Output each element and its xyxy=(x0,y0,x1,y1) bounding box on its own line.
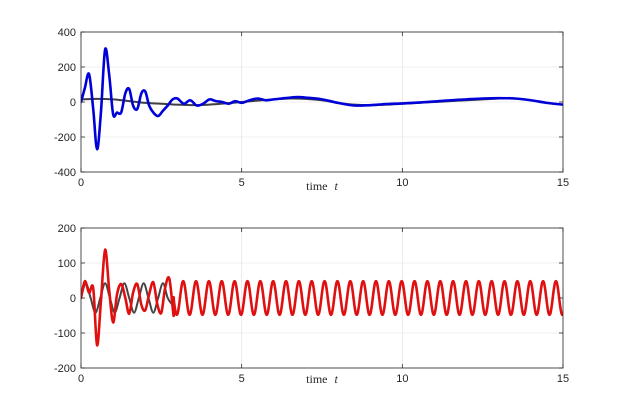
top-y-tick-label-0: -400 xyxy=(54,167,76,179)
top-y-tick-label-2: 0 xyxy=(70,97,76,109)
top-series-line-1 xyxy=(81,47,563,151)
bottom-x-tick-label-3: 15 xyxy=(557,373,569,385)
top-x-tick-label-2: 10 xyxy=(396,177,408,189)
bottom-y-tick-label-3: 100 xyxy=(58,258,76,270)
top-x-axis-label-text: time xyxy=(306,179,327,193)
bottom-ticks xyxy=(80,227,564,369)
top-x-tick-label-0: 0 xyxy=(78,177,84,189)
bottom-tick-labels: 0 5 10 15 -200 -100 0 100 200 xyxy=(54,223,569,385)
bottom-plot: 0 5 10 15 -200 -100 0 100 200 time t xyxy=(54,223,569,386)
bottom-y-tick-label-2: 0 xyxy=(70,293,76,305)
bottom-series xyxy=(81,248,563,347)
top-x-axis-label-variable: t xyxy=(334,179,338,193)
bottom-series-line-1 xyxy=(81,248,563,347)
top-y-tick-label-4: 400 xyxy=(58,27,76,39)
bottom-y-tick-label-1: -100 xyxy=(54,328,76,340)
bottom-x-axis-label-variable: t xyxy=(334,372,338,386)
top-y-tick-label-1: -200 xyxy=(54,132,76,144)
top-x-tick-label-3: 15 xyxy=(557,177,569,189)
top-ticks xyxy=(80,31,564,173)
top-x-axis-label: time t xyxy=(306,179,338,193)
bottom-x-tick-label-1: 5 xyxy=(239,373,245,385)
bottom-x-axis-label: time t xyxy=(306,372,338,386)
bottom-y-tick-label-0: -200 xyxy=(54,363,76,375)
bottom-x-tick-label-0: 0 xyxy=(78,373,84,385)
top-plot: 0 5 10 15 -400 -200 0 200 400 time t xyxy=(54,27,569,193)
top-series xyxy=(81,47,563,151)
top-y-tick-label-3: 200 xyxy=(58,62,76,74)
top-tick-labels: 0 5 10 15 -400 -200 0 200 400 xyxy=(54,27,569,189)
bottom-y-tick-label-4: 200 xyxy=(58,223,76,235)
bottom-x-tick-label-2: 10 xyxy=(396,373,408,385)
top-x-tick-label-1: 5 xyxy=(239,177,245,189)
bottom-x-axis-label-text: time xyxy=(306,372,327,386)
top-grid xyxy=(80,31,564,173)
